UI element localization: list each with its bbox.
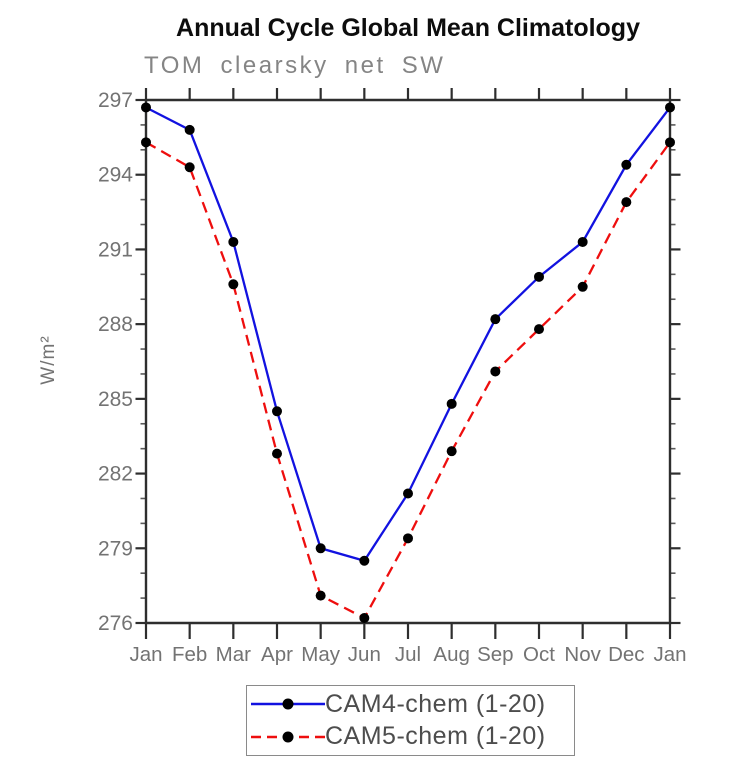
chart-title: Annual Cycle Global Mean Climatology — [176, 14, 640, 42]
series-cam4 — [141, 102, 675, 566]
legend-item-cam5: CAM5-chem (1-20) — [251, 722, 574, 752]
x-tick-label: Feb — [172, 643, 207, 666]
x-tick-label: Jan — [653, 643, 686, 666]
x-tick-label: May — [301, 643, 340, 666]
legend-line-sample-cam5 — [251, 731, 325, 743]
x-tick-label: Jan — [129, 643, 162, 666]
x-tick-label: Jul — [395, 643, 421, 666]
y-tick-label: 276 — [98, 612, 133, 635]
y-tick-label: 288 — [98, 313, 133, 336]
x-tick-label: Nov — [564, 643, 601, 666]
x-tick-label: Oct — [523, 643, 555, 666]
legend-label-cam5: CAM5-chem (1-20) — [325, 722, 546, 751]
legend-label-cam4: CAM4-chem (1-20) — [325, 689, 546, 718]
axes: 276 279 282 285 288 291 294 297 Jan Feb Mar Apr May J… — [98, 88, 687, 666]
y-tick-label: 297 — [98, 89, 133, 112]
x-tick-label: Jun — [348, 643, 381, 666]
x-tick-label: Sep — [477, 643, 513, 666]
y-tick-label: 282 — [98, 463, 133, 486]
x-tick-label: Apr — [261, 643, 293, 666]
legend: CAM4-chem (1-20) CAM5-chem (1-20) — [246, 685, 575, 756]
x-tick-label: Dec — [608, 643, 644, 666]
y-tick-label: 285 — [98, 388, 133, 411]
y-tick-label: 294 — [98, 164, 133, 187]
chart-subtitle: TOM clearsky net SW — [144, 52, 446, 79]
y-tick-label: 291 — [98, 238, 133, 261]
x-tick-label: Aug — [433, 643, 469, 666]
series-cam5 — [141, 137, 675, 624]
legend-item-cam4: CAM4-chem (1-20) — [251, 689, 574, 719]
legend-line-sample-cam4 — [251, 698, 325, 710]
x-tick-label: Mar — [216, 643, 251, 666]
y-tick-label: 279 — [98, 537, 133, 560]
